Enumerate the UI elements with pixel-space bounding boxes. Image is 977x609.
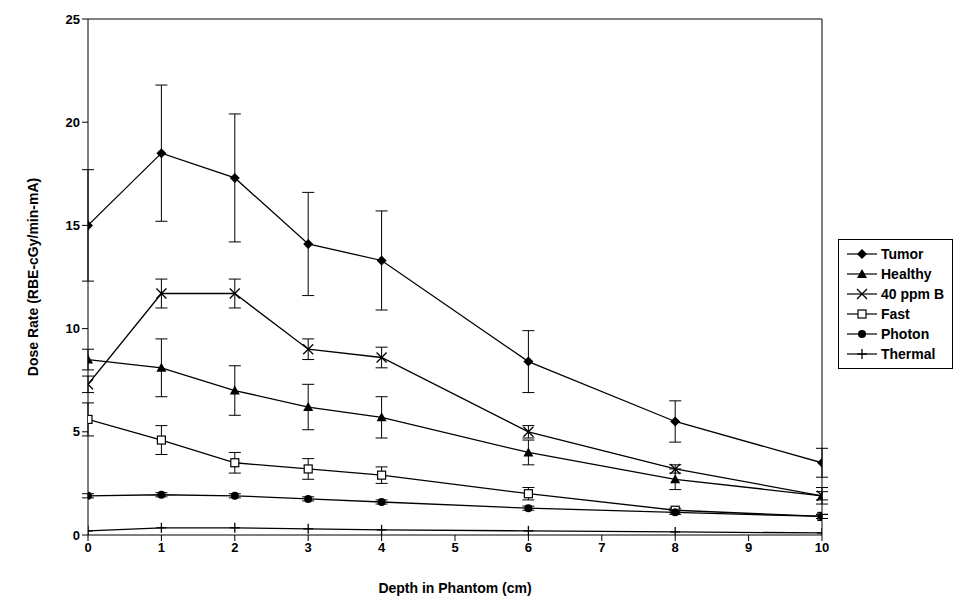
svg-text:10: 10 bbox=[815, 540, 829, 555]
svg-text:20: 20 bbox=[66, 115, 80, 130]
svg-text:Depth in Phantom (cm): Depth in Phantom (cm) bbox=[378, 580, 531, 596]
html-text:Tumor: Tumor bbox=[881, 246, 924, 262]
html-text:40 ppm B: 40 ppm B bbox=[881, 286, 944, 302]
svg-text:8: 8 bbox=[672, 540, 679, 555]
svg-text:Dose Rate (RBE-cGy/min-mA): Dose Rate (RBE-cGy/min-mA) bbox=[25, 178, 41, 376]
svg-text:0: 0 bbox=[84, 540, 91, 555]
svg-text:9: 9 bbox=[745, 540, 752, 555]
svg-text:4: 4 bbox=[378, 540, 386, 555]
svg-text:15: 15 bbox=[66, 218, 80, 233]
html-text:Fast: Fast bbox=[881, 306, 910, 322]
svg-text:1: 1 bbox=[158, 540, 165, 555]
svg-text:25: 25 bbox=[66, 12, 80, 27]
svg-text:10: 10 bbox=[66, 321, 80, 336]
html-text:Photon: Photon bbox=[881, 326, 930, 342]
svg-text:6: 6 bbox=[525, 540, 532, 555]
html-text:Thermal: Thermal bbox=[881, 346, 936, 362]
svg-text:7: 7 bbox=[598, 540, 605, 555]
svg-text:5: 5 bbox=[451, 540, 458, 555]
svg-text:2: 2 bbox=[231, 540, 238, 555]
svg-text:3: 3 bbox=[305, 540, 312, 555]
svg-text:5: 5 bbox=[73, 424, 80, 439]
html-text:Healthy: Healthy bbox=[881, 266, 932, 282]
svg-text:0: 0 bbox=[73, 528, 80, 543]
